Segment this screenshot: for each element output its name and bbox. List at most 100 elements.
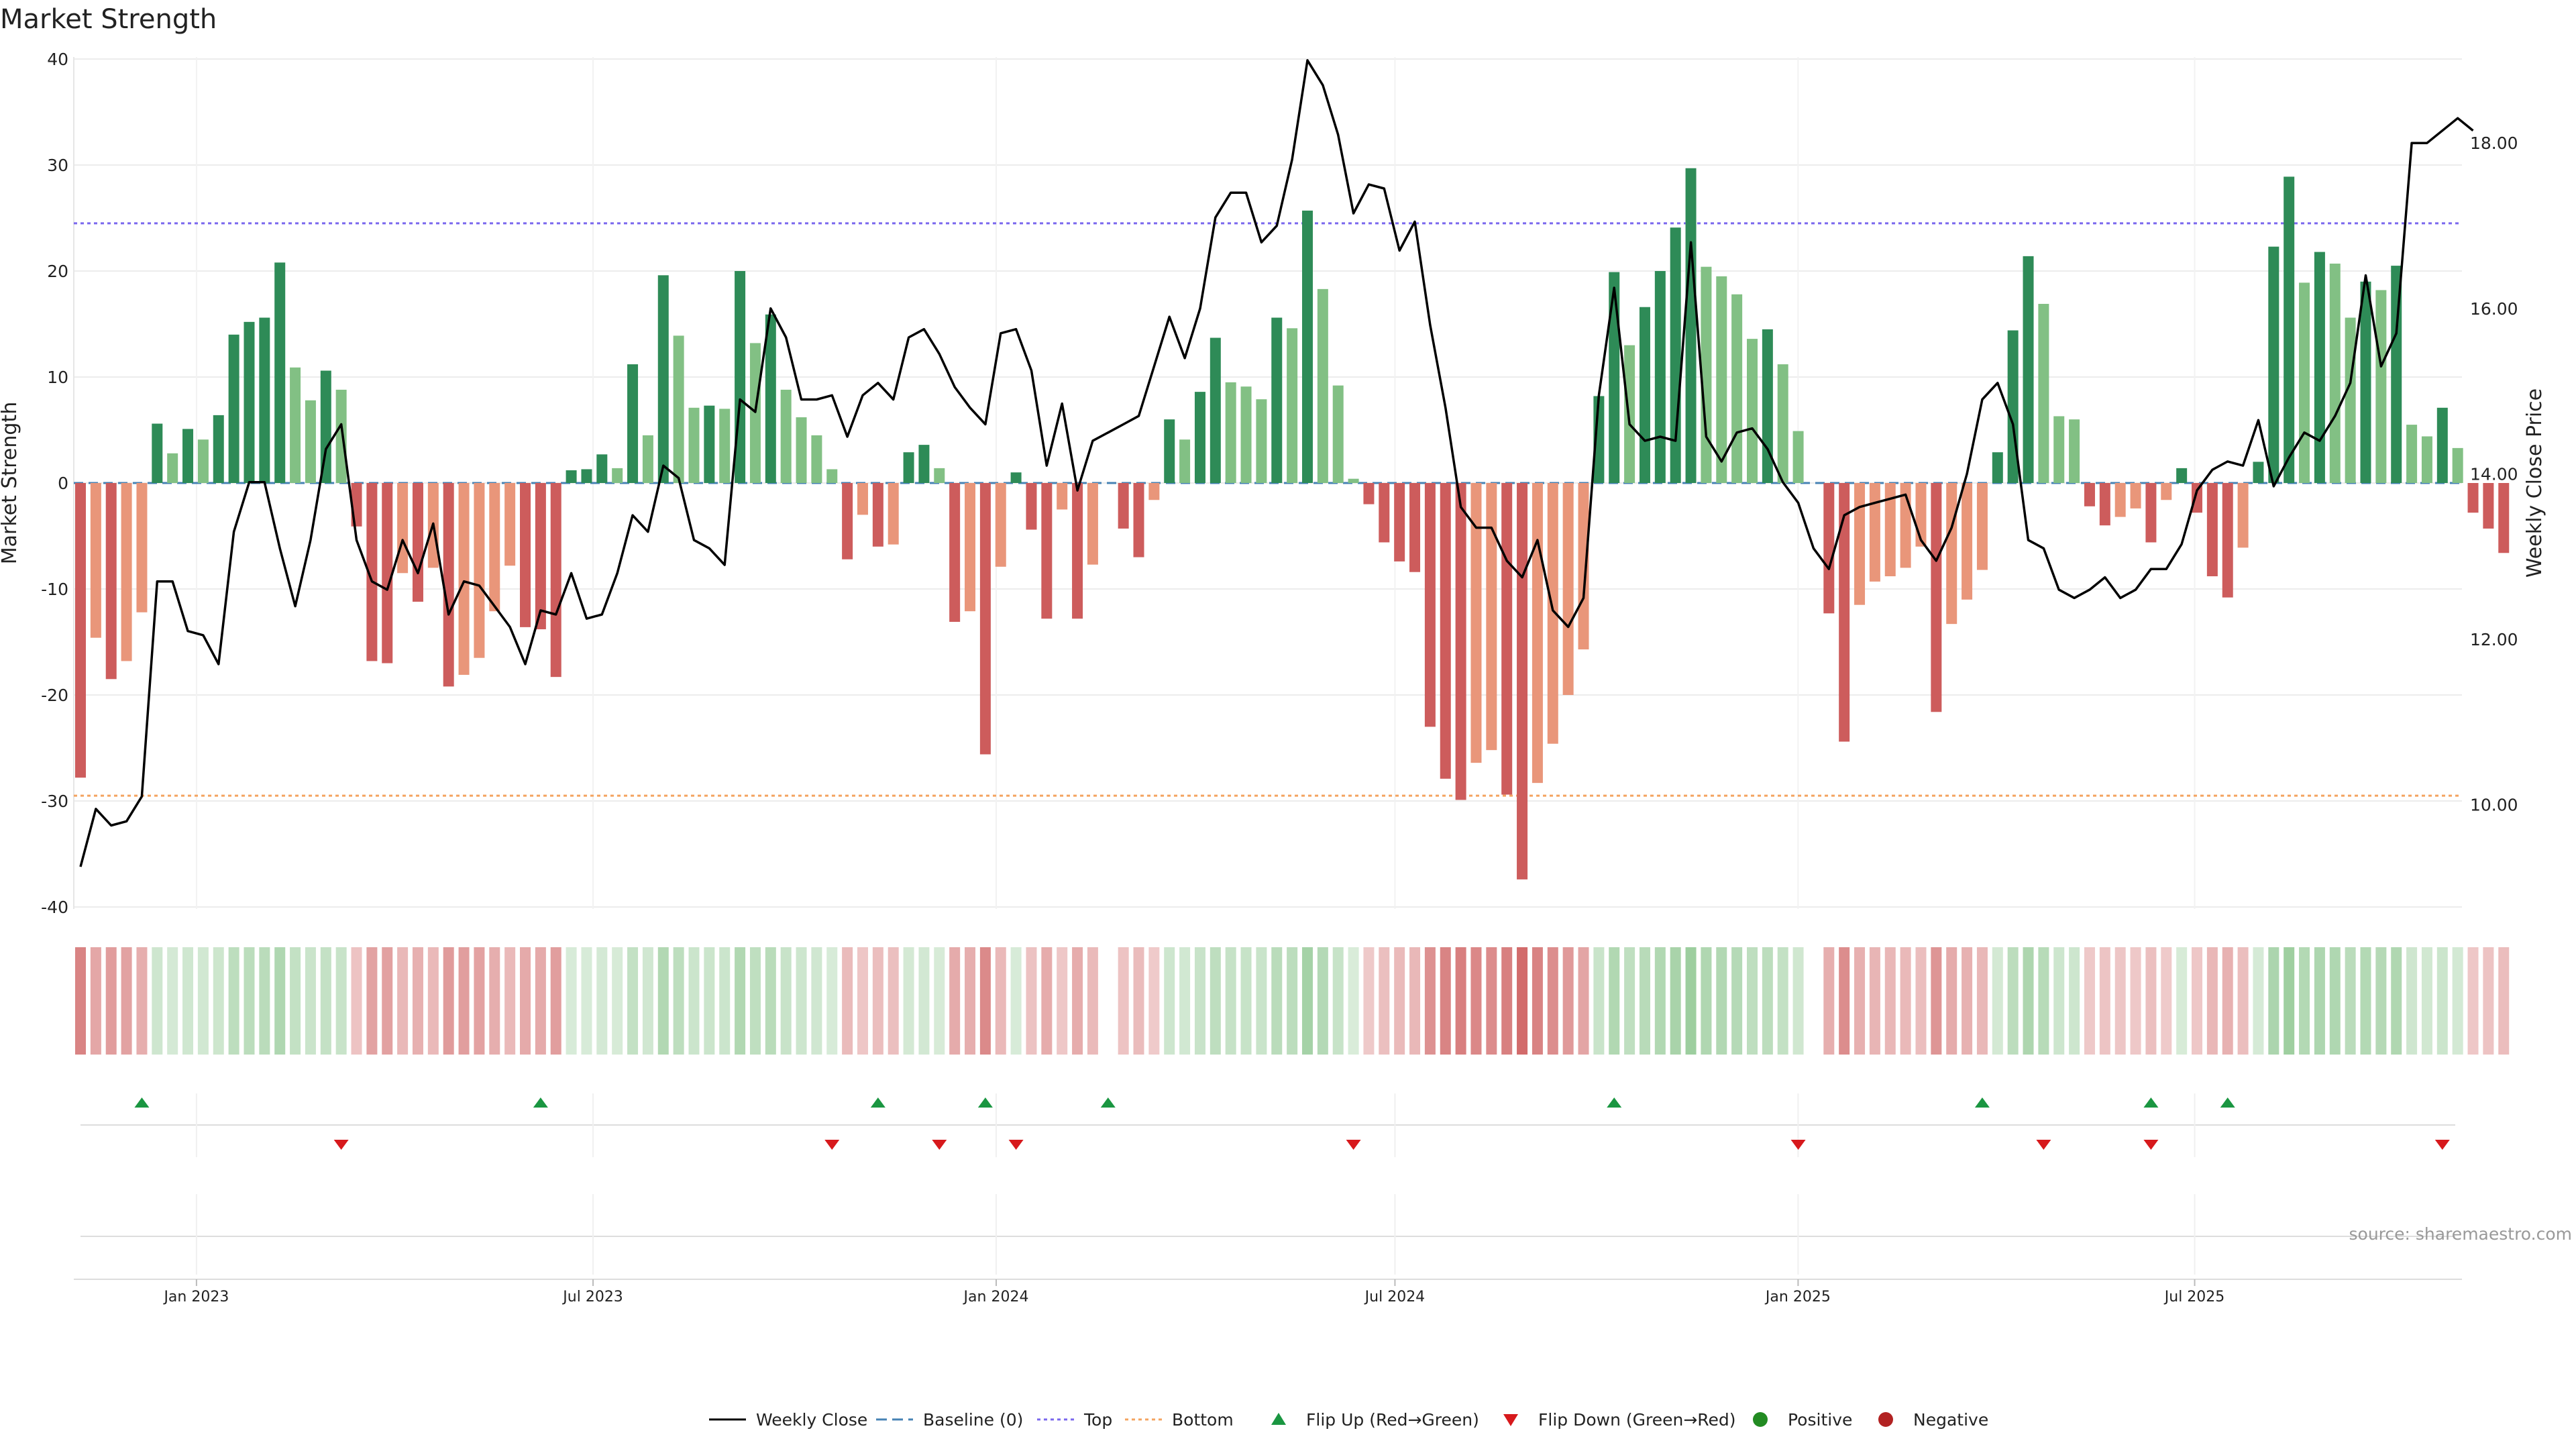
legend-label: Top: [1083, 1410, 1112, 1430]
heat-cell: [1424, 947, 1436, 1055]
heat-cell: [335, 947, 347, 1055]
heat-cell: [811, 947, 822, 1055]
heat-cell: [443, 947, 454, 1055]
heat-cell: [2421, 947, 2432, 1055]
heat-cell: [2161, 947, 2172, 1055]
strength-bar: [2069, 419, 2080, 483]
flip-up-marker: [977, 1097, 993, 1108]
heat-cell: [1884, 947, 1896, 1055]
heat-cell: [2467, 947, 2479, 1055]
strength-bar: [1931, 483, 1942, 712]
strength-bar: [2176, 468, 2188, 483]
y-tick-label: -30: [41, 792, 68, 811]
legend-swatch: [1271, 1413, 1286, 1425]
heat-cell: [2452, 947, 2463, 1055]
heat-cell: [2498, 947, 2510, 1055]
heat-cell: [397, 947, 409, 1055]
flip-up-marker: [134, 1097, 150, 1108]
heat-cell: [1639, 947, 1650, 1055]
strength-bar: [1118, 483, 1129, 529]
strength-bar: [2329, 263, 2341, 483]
strength-bar: [719, 409, 731, 483]
strength-bar: [1501, 483, 1513, 795]
y-tick-label: 40: [47, 50, 68, 69]
strength-bar: [1301, 210, 1313, 483]
legend-label: Flip Down (Green→Red): [1538, 1410, 1736, 1430]
flip-up-marker: [533, 1097, 548, 1108]
heat-cell: [2237, 947, 2249, 1055]
x-tick-label: Jan 2025: [1764, 1289, 1831, 1305]
heat-cell: [1915, 947, 1927, 1055]
strength-bar: [1363, 483, 1375, 504]
heat-cell: [1501, 947, 1513, 1055]
weekly-close-path: [79, 59, 2474, 867]
heat-cell: [1010, 947, 1022, 1055]
strength-bar: [2421, 436, 2432, 483]
strength-bar: [397, 483, 409, 574]
heat-cell: [121, 947, 132, 1055]
y2-tick-label: 10.00: [2470, 796, 2518, 815]
strength-bar: [811, 435, 822, 483]
legend-label: Baseline (0): [923, 1410, 1023, 1430]
strength-bar: [535, 483, 546, 630]
x-tick-label: Jan 2023: [162, 1289, 229, 1305]
strength-bar: [335, 389, 347, 483]
strength-bar: [1379, 483, 1390, 543]
legend-swatch: [1503, 1414, 1518, 1426]
heat-cell: [918, 947, 930, 1055]
heat-cell: [259, 947, 270, 1055]
heat-cell: [965, 947, 976, 1055]
strength-bar: [1424, 483, 1436, 727]
heat-cell: [305, 947, 316, 1055]
strength-bar: [1962, 483, 1973, 600]
left-axis-ticks: 40 30 20 10 0 -10 -20 -30 -40: [41, 50, 68, 917]
heat-cell: [657, 947, 669, 1055]
strength-bar: [1701, 266, 1712, 483]
strength-bar: [1470, 483, 1482, 763]
strength-bar: [2436, 407, 2448, 483]
right-axis-ticks: 18.00 16.00 14.00 12.00 10.00: [2470, 133, 2518, 814]
heat-cell: [75, 947, 86, 1055]
heat-cell: [2391, 947, 2402, 1055]
heat-cell: [105, 947, 117, 1055]
legend-item: Baseline (0): [876, 1410, 1023, 1430]
heat-cell: [1624, 947, 1635, 1055]
strength-bar: [504, 483, 516, 566]
strength-bar: [1072, 483, 1083, 619]
strength-bar: [1854, 483, 1866, 605]
strength-bar: [1486, 483, 1497, 751]
strength-bar: [872, 483, 883, 547]
heat-cell: [934, 947, 945, 1055]
heat-cell: [627, 947, 639, 1055]
heat-cell: [1287, 947, 1298, 1055]
strength-bar: [366, 483, 378, 661]
heat-cell: [2299, 947, 2310, 1055]
heat-cell: [1731, 947, 1743, 1055]
heat-cell: [1946, 947, 1957, 1055]
heat-cell: [2099, 947, 2110, 1055]
strength-bar: [1547, 483, 1558, 744]
heat-cell: [673, 947, 684, 1055]
heat-cell: [2176, 947, 2188, 1055]
strength-bar: [474, 483, 485, 658]
heat-cell: [1486, 947, 1497, 1055]
strength-bar: [2284, 176, 2295, 483]
heat-cell: [719, 947, 731, 1055]
x-axis-ticks: Jan 2023 Jul 2023 Jan 2024 Jul 2024 Jan 2025…: [162, 1279, 2224, 1305]
strength-bar: [458, 483, 470, 675]
strength-bar: [642, 435, 653, 483]
strength-bar: [1609, 272, 1620, 483]
strength-bar: [213, 415, 224, 483]
strength-bar: [949, 483, 961, 622]
legend-item: Negative: [1878, 1410, 1988, 1430]
strength-bar: [2114, 483, 2126, 517]
heat-cell: [197, 947, 209, 1055]
strength-bar: [121, 483, 132, 661]
heat-cell: [1654, 947, 1666, 1055]
strength-bar: [888, 483, 899, 545]
heat-cell: [1823, 947, 1835, 1055]
strength-bar: [2483, 483, 2494, 529]
y-axis-title: Market Strength: [0, 402, 21, 564]
strength-bar: [1654, 271, 1666, 483]
heat-cell: [704, 947, 715, 1055]
